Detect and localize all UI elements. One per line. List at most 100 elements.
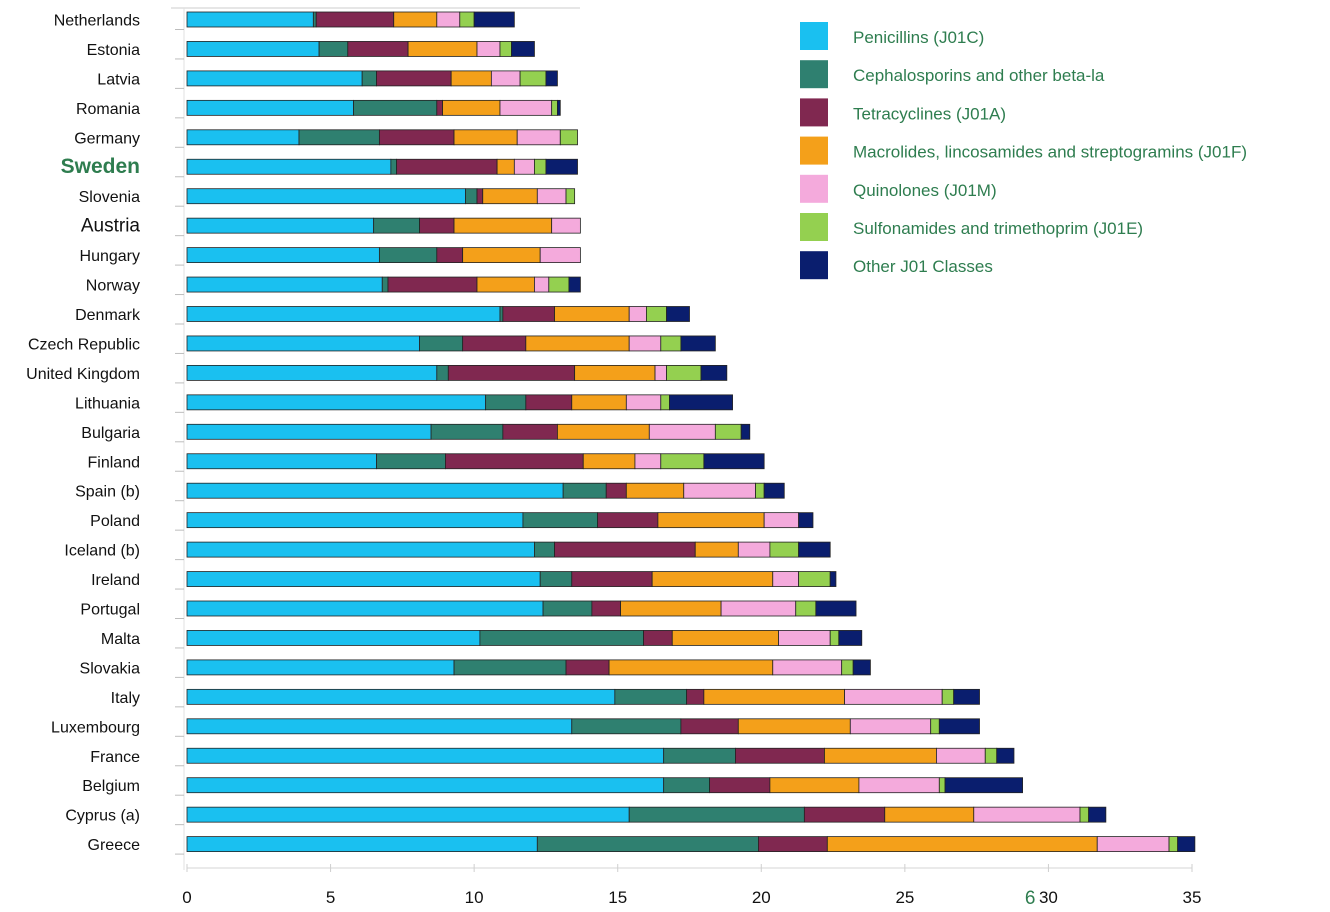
legend-swatch [800,98,828,127]
bar-segment [625,394,662,411]
category-label: Czech Republic [28,336,140,353]
bar-segment [376,70,452,87]
bar-segment [829,571,837,587]
stray-annotation: 6 [1025,888,1036,909]
bar-segment [186,306,501,322]
bar-segment [571,571,653,587]
bar-segment [298,129,380,146]
bar-segment [502,423,558,440]
bar-segment [186,806,630,823]
bar-segment [795,600,817,617]
category-label: Italy [111,690,140,707]
category-label: Finland [88,454,140,471]
bar-segment [666,364,702,381]
bar-segment [628,806,805,823]
bar-segment [740,423,751,440]
bar-segment [186,541,535,558]
bar-segment [938,777,946,794]
category-label: Cyprus (a) [65,808,140,825]
bar-segment [545,70,558,87]
legend-label: Cephalosporins and other beta-la [853,66,1105,85]
bar-segment [186,11,314,28]
category-label: Romania [76,101,140,118]
bar-segment [700,364,728,381]
bar-segment [1088,806,1107,823]
bar-segment [557,99,561,116]
bar-segment [657,512,765,529]
category-label: Luxembourg [51,719,140,736]
bar-segment [312,11,317,28]
bar-segment [1096,836,1170,852]
bar-segment [654,364,667,381]
bar-segment [582,453,636,470]
bar-segment [651,571,774,587]
bar-segment [941,688,955,705]
legend-label: Other J01 Classes [853,257,993,276]
x-axis: 0 5 10 15 20 25 30 35 [182,864,1201,907]
bar-segment [737,541,771,558]
category-label: Greece [88,837,141,854]
bar-segment [186,747,665,764]
bar-segment [186,217,375,234]
bar-segment [473,11,515,28]
bar-segment [680,335,716,352]
x-tick-label: 25 [895,888,914,907]
category-label: Belgium [82,778,140,795]
bar-segment [798,512,814,529]
bar-segment [186,70,363,87]
bar-segment [663,747,736,764]
bar-segment [453,129,518,146]
bar-segment [591,600,621,617]
bars-layer [186,11,1196,852]
bar-segment [186,394,487,411]
bar-segment [396,158,498,175]
bar-segment [625,482,685,499]
bar-segment [694,541,739,558]
bar-segment [186,423,432,440]
bar-segment [186,247,380,264]
bar-segment [516,129,561,146]
bar-segment [353,99,438,116]
bar-segment [557,423,650,440]
bar-segment [646,306,667,322]
bar-segment [680,718,739,735]
bar-segment [973,806,1081,823]
bar-segment [381,276,389,293]
bar-segment [315,11,395,28]
legend-label: Macrolides, lincosamides and streptogram… [853,143,1247,162]
category-label: Latvia [97,71,140,88]
bar-segment [519,70,547,87]
category-label: Sweden [61,155,140,178]
bar-segment [390,158,398,175]
bar-segment [597,512,659,529]
bar-segment [447,364,576,381]
bar-segment [663,777,710,794]
bar-segment [445,453,584,470]
bar-segment [660,335,682,352]
bar-segment [347,41,409,57]
category-label: Netherlands [54,13,140,30]
bar-segment [479,630,644,646]
bar-segment [571,718,682,735]
bar-segment [490,70,521,87]
bar-segment [407,41,478,57]
x-tick-label: 35 [1183,888,1202,907]
legend-swatch [800,174,828,203]
bar-segment [436,99,443,116]
bar-segment [551,217,581,234]
bar-segment [778,630,831,646]
bar-segment [376,453,446,470]
bar-segment [944,777,1023,794]
category-label: Poland [90,513,140,530]
category-label: Slovakia [80,660,141,677]
bar-segment [686,688,705,705]
bar-segment [318,41,349,57]
bar-segment [605,482,627,499]
category-label: Malta [101,631,140,648]
bar-segment [186,482,564,499]
bar-segment [669,394,733,411]
bar-segment [186,659,455,676]
bar-segment [186,188,466,205]
bar-segment [419,335,464,352]
